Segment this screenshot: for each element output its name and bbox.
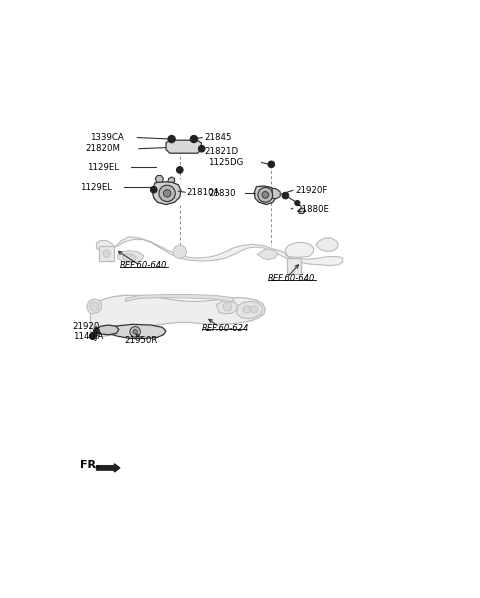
Polygon shape (122, 254, 136, 262)
Text: 1129EL: 1129EL (87, 163, 119, 172)
Polygon shape (316, 238, 338, 251)
Text: 21830: 21830 (208, 189, 236, 198)
Polygon shape (118, 251, 144, 263)
Text: 21950R: 21950R (124, 336, 157, 345)
Circle shape (163, 190, 171, 197)
Polygon shape (125, 295, 234, 302)
Text: REF.60-624: REF.60-624 (202, 324, 250, 332)
Polygon shape (96, 325, 119, 335)
Circle shape (159, 185, 175, 202)
Circle shape (173, 245, 186, 258)
Text: 21845: 21845 (204, 133, 232, 142)
Polygon shape (237, 301, 263, 319)
Circle shape (90, 302, 99, 311)
Circle shape (89, 333, 96, 340)
Circle shape (177, 167, 183, 173)
Polygon shape (287, 258, 301, 274)
Text: REF.60-640: REF.60-640 (267, 274, 315, 283)
Text: 1339CA: 1339CA (90, 133, 123, 142)
Polygon shape (155, 175, 163, 182)
Polygon shape (108, 324, 166, 338)
Text: 1125DG: 1125DG (208, 158, 243, 167)
Circle shape (168, 135, 175, 143)
Text: 1140JA: 1140JA (73, 332, 103, 341)
Text: FR.: FR. (81, 460, 101, 470)
Text: 21821D: 21821D (204, 147, 239, 156)
Polygon shape (168, 177, 175, 182)
Circle shape (190, 135, 198, 143)
Polygon shape (91, 295, 265, 336)
Text: 1129EL: 1129EL (81, 183, 113, 192)
Polygon shape (99, 246, 114, 261)
Circle shape (223, 302, 232, 311)
Polygon shape (87, 299, 102, 314)
Circle shape (103, 250, 110, 257)
Text: 21920: 21920 (72, 322, 99, 331)
Polygon shape (254, 186, 276, 205)
Circle shape (198, 145, 205, 152)
Circle shape (150, 187, 157, 193)
Polygon shape (115, 237, 343, 266)
Polygon shape (257, 249, 277, 260)
Polygon shape (96, 240, 115, 252)
Circle shape (282, 192, 289, 199)
Polygon shape (272, 188, 280, 199)
Circle shape (251, 306, 258, 313)
Text: 21820M: 21820M (85, 144, 120, 153)
Text: 21920F: 21920F (295, 186, 327, 195)
Circle shape (295, 200, 300, 206)
Circle shape (94, 328, 99, 334)
Circle shape (133, 329, 137, 334)
Circle shape (243, 306, 251, 313)
Polygon shape (166, 140, 202, 153)
Text: REF.60-640: REF.60-640 (120, 261, 167, 270)
Circle shape (258, 187, 273, 202)
Circle shape (268, 161, 275, 167)
Polygon shape (298, 208, 305, 213)
Text: 21810A: 21810A (186, 188, 220, 197)
Polygon shape (216, 300, 238, 314)
Circle shape (262, 191, 269, 198)
Circle shape (130, 327, 140, 337)
Polygon shape (152, 182, 181, 205)
FancyArrow shape (96, 464, 120, 472)
Text: 21880E: 21880E (296, 205, 329, 214)
